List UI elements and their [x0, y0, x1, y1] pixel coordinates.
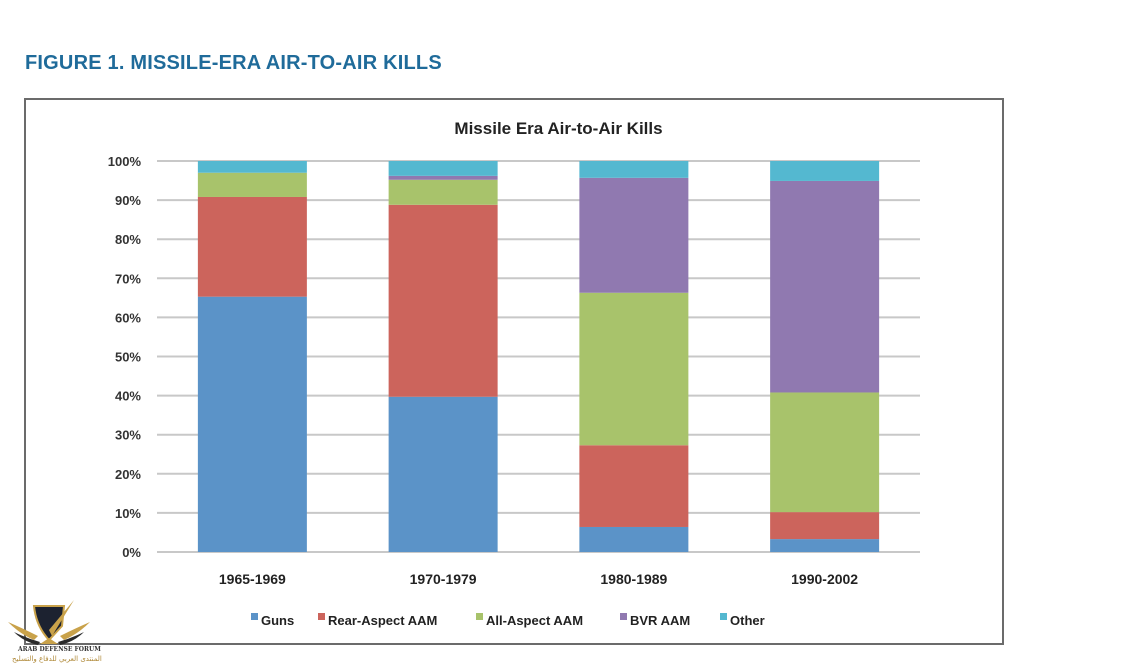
legend-item: Other [720, 613, 765, 628]
y-tick-label: 60% [115, 310, 141, 325]
y-tick-label: 50% [115, 350, 141, 365]
bar-stack [388, 161, 498, 552]
y-tick-label: 70% [115, 271, 141, 286]
bar-stack [770, 161, 880, 552]
bar-segment-guns [197, 296, 307, 552]
bar-segment-all-aspect-aam [388, 179, 498, 205]
legend-label: Other [730, 613, 765, 628]
watermark-text-ar: المنتدى العربي للدفاع والتسليح [12, 655, 102, 663]
legend-label: Guns [261, 613, 294, 628]
bar-segment-other [197, 161, 307, 173]
bar-stack [579, 161, 689, 552]
stacked-bar-chart: Missile Era Air-to-Air Kills 0% 10% 20% 30%… [108, 119, 920, 628]
x-tick-label: 1965-1969 [219, 571, 286, 587]
figure-title: FIGURE 1. MISSILE-ERA AIR-TO-AIR KILLS [25, 52, 442, 74]
bar-segment-rear-aspect-aam [579, 445, 689, 527]
arab-defense-forum-logo-icon [8, 600, 90, 645]
y-tick-label: 90% [115, 193, 141, 208]
bar-segment-all-aspect-aam [770, 392, 880, 513]
bar-segment-rear-aspect-aam [388, 204, 498, 397]
bars [197, 161, 880, 552]
y-tick-label: 100% [108, 154, 142, 169]
legend: Guns Rear-Aspect AAM All-Aspect AAM BVR AAM… [251, 613, 765, 628]
bar-segment-other [388, 161, 498, 176]
legend-item: All-Aspect AAM [476, 613, 583, 628]
legend-item: Rear-Aspect AAM [318, 613, 437, 628]
bar-segment-rear-aspect-aam [770, 512, 880, 540]
y-tick-label: 30% [115, 428, 141, 443]
legend-label: Rear-Aspect AAM [328, 613, 437, 628]
bar-segment-all-aspect-aam [579, 292, 689, 446]
y-tick-label: 10% [115, 506, 141, 521]
legend-label: All-Aspect AAM [486, 613, 583, 628]
y-tick-label: 80% [115, 232, 141, 247]
y-tick-label: 0% [122, 545, 141, 560]
bar-segment-other [770, 161, 880, 181]
legend-item: Guns [251, 613, 294, 628]
bar-segment-other [579, 161, 689, 178]
bar-segment-all-aspect-aam [197, 172, 307, 197]
legend-swatch [251, 613, 258, 620]
chart-title: Missile Era Air-to-Air Kills [454, 119, 662, 138]
x-tick-label: 1980-1989 [600, 571, 667, 587]
chart-frame: Missile Era Air-to-Air Kills 0% 10% 20% 30%… [24, 98, 1004, 645]
x-axis-ticks: 1965-1969 1970-1979 1980-1989 1990-2002 [219, 571, 858, 587]
legend-item: BVR AAM [620, 613, 690, 628]
bar-segment-bvr-aam [579, 177, 689, 293]
x-tick-label: 1990-2002 [791, 571, 858, 587]
y-tick-label: 40% [115, 389, 141, 404]
bar-segment-guns [579, 526, 689, 552]
x-tick-label: 1970-1979 [410, 571, 477, 587]
bar-segment-guns [770, 539, 880, 552]
legend-label: BVR AAM [630, 613, 690, 628]
bar-segment-bvr-aam [388, 175, 498, 180]
bar-segment-rear-aspect-aam [197, 196, 307, 297]
legend-swatch [476, 613, 483, 620]
legend-swatch [318, 613, 325, 620]
legend-swatch [620, 613, 627, 620]
bar-segment-guns [388, 396, 498, 552]
y-axis-ticks: 0% 10% 20% 30% 40% 50% 60% 70% 80% 90% 100% [108, 154, 142, 560]
bar-segment-bvr-aam [770, 180, 880, 393]
watermark-text-en: ARAB DEFENSE FORUM [18, 646, 101, 653]
legend-swatch [720, 613, 727, 620]
bar-stack [197, 161, 307, 552]
y-tick-label: 20% [115, 467, 141, 482]
